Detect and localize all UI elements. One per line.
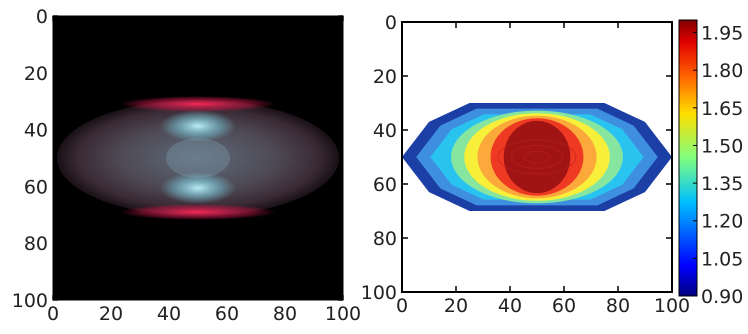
colorbar-tick-label: 1.95 — [701, 23, 743, 45]
left-x-tick-label: 40 — [157, 303, 181, 325]
right-x-tick-label: 100 — [654, 295, 690, 317]
colorbar-tick-label: 1.65 — [701, 98, 743, 120]
center-ring-artifact — [497, 139, 577, 175]
right-x-tick-label: 40 — [498, 295, 522, 317]
right-x-tick-label: 20 — [444, 295, 468, 317]
left-ellipse-body — [57, 100, 339, 216]
left-y-tick-label: 40 — [24, 120, 48, 142]
right-y-tick-label: 60 — [373, 174, 397, 196]
left-rim-top — [120, 96, 276, 112]
right-x-tick-label: 80 — [606, 295, 630, 317]
right-x-tick-label: 0 — [396, 295, 408, 317]
colorbar-tick-label: 1.35 — [701, 173, 743, 195]
left-x-tick-label: 60 — [215, 303, 239, 325]
colorbar-ticks: 1.95 1.80 1.65 1.50 1.35 1.20 1.05 0.90 — [693, 23, 743, 308]
right-heatmap-image — [402, 103, 672, 211]
colorbar-gradient — [678, 19, 698, 297]
left-y-tick-label: 80 — [24, 233, 48, 255]
colorbar-tick-label: 1.20 — [701, 211, 743, 233]
left-x-tick-label: 20 — [99, 303, 123, 325]
right-y-tick-label: 100 — [361, 282, 397, 304]
right-y-tick-label: 20 — [373, 66, 397, 88]
colorbar-tick-label: 1.80 — [701, 60, 743, 82]
colorbar-tick-label: 0.90 — [701, 286, 743, 308]
center-ring-artifact — [523, 150, 551, 164]
left-lobe-bottom — [160, 172, 236, 204]
colorbar-tick-label: 1.50 — [701, 135, 743, 157]
left-lobe-top — [160, 110, 236, 142]
left-x-tick-label: 80 — [273, 303, 297, 325]
right-plot-frame — [401, 21, 673, 293]
contour-band — [503, 120, 571, 194]
left-heatmap-image — [57, 96, 339, 220]
right-x-tick-label: 60 — [552, 295, 576, 317]
left-y-tick-label: 0 — [36, 6, 48, 28]
left-y-tick-label: 20 — [24, 63, 48, 85]
right-y-tick-label: 0 — [385, 12, 397, 34]
right-y-tick-label: 40 — [373, 120, 397, 142]
center-ring-artifact — [510, 145, 564, 169]
left-x-tick-label: 0 — [47, 303, 59, 325]
colorbar: 1.95 1.80 1.65 1.50 1.35 1.20 1.05 0.90 — [678, 19, 743, 308]
colorbar-tick-label: 1.05 — [701, 248, 743, 270]
left-y-tick-label: 60 — [24, 176, 48, 198]
left-x-tick-label: 100 — [325, 303, 361, 325]
left-y-tick-label: 100 — [12, 290, 48, 312]
left-rim-bottom — [120, 204, 276, 220]
left-plot-frame — [52, 15, 344, 301]
right-y-tick-label: 80 — [373, 228, 397, 250]
left-center-glow — [166, 138, 230, 178]
